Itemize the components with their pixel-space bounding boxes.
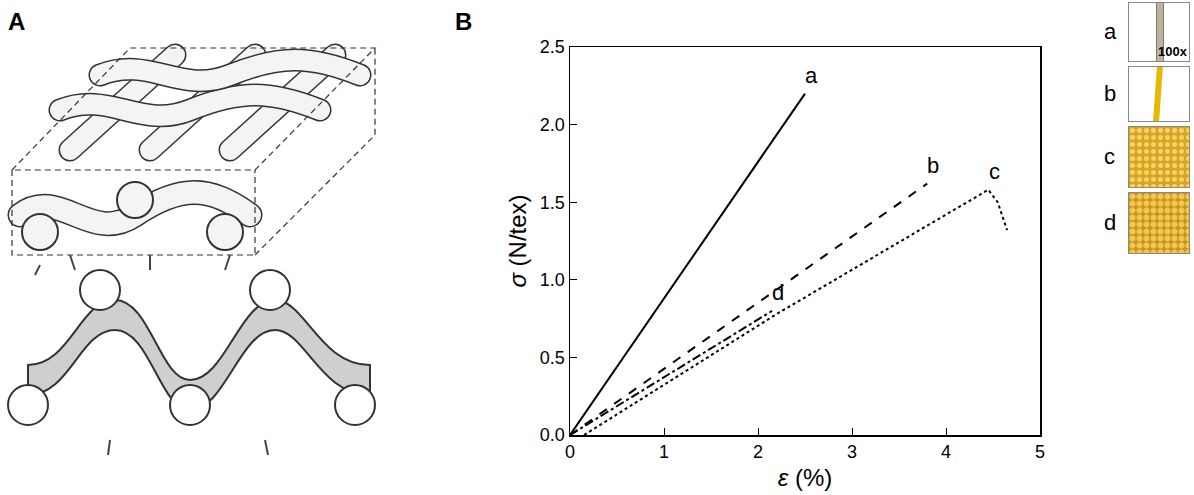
html-text:d: d [1104, 210, 1117, 235]
svg-text:1.5: 1.5 [540, 193, 565, 213]
svg-text:4: 4 [941, 442, 951, 462]
svg-text:2: 2 [753, 442, 763, 462]
svg-text:1: 1 [659, 442, 669, 462]
svg-text:0.5: 0.5 [540, 348, 565, 368]
html-text:a: a [1104, 19, 1117, 44]
svg-text:ε (%): ε (%) [778, 464, 833, 491]
svg-text:5: 5 [1035, 442, 1045, 462]
svg-text:0: 0 [565, 442, 575, 462]
svg-text:2.0: 2.0 [540, 115, 565, 135]
svg-text:d: d [772, 280, 784, 305]
html-text:b: b [1104, 81, 1117, 106]
svg-text:c: c [989, 159, 1000, 184]
svg-text:b: b [927, 153, 939, 178]
svg-text:2.5: 2.5 [540, 37, 565, 57]
svg-text:a: a [805, 63, 818, 88]
html-text:B: B [455, 8, 473, 35]
svg-text:3: 3 [847, 442, 857, 462]
html-text:A: A [8, 8, 26, 35]
html-text:c: c [1104, 144, 1115, 169]
svg-text:1.0: 1.0 [540, 270, 565, 290]
html-text:100x: 100x [1158, 44, 1187, 59]
svg-text:σ (N/tex): σ (N/tex) [504, 194, 531, 287]
svg-text:0.0: 0.0 [540, 425, 565, 445]
